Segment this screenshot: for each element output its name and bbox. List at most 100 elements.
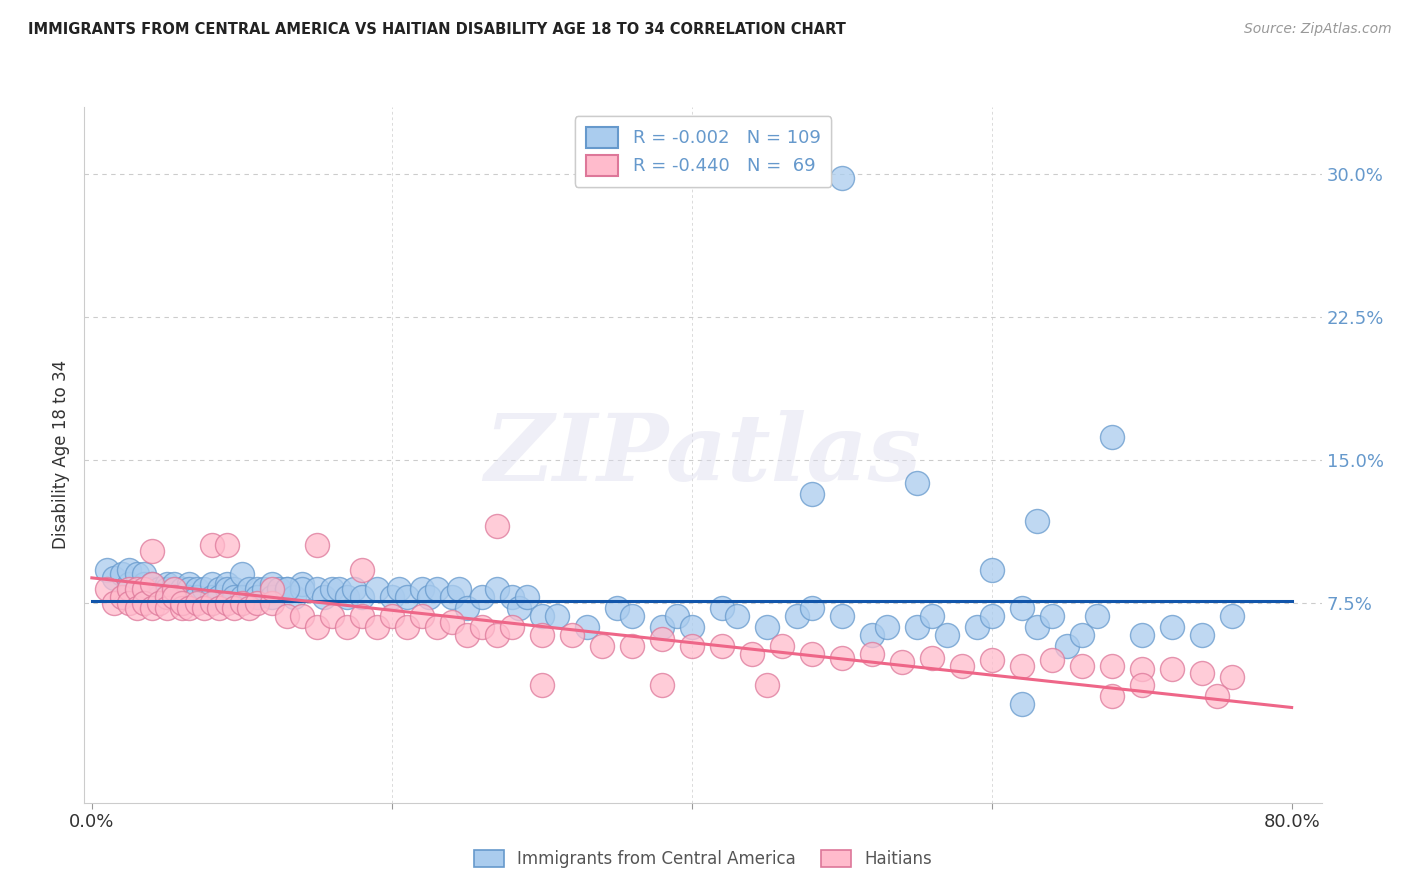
Point — [1025, 620, 1047, 634]
Point — [291, 576, 314, 591]
Point — [710, 640, 733, 654]
Point — [246, 590, 269, 604]
Point — [1011, 697, 1033, 711]
Point — [1070, 628, 1092, 642]
Point — [485, 628, 508, 642]
Point — [1025, 514, 1047, 528]
Point — [186, 582, 208, 597]
Point — [156, 576, 179, 591]
Point — [148, 582, 170, 597]
Point — [980, 563, 1002, 577]
Point — [260, 596, 283, 610]
Point — [343, 582, 366, 597]
Point — [148, 590, 170, 604]
Point — [921, 651, 943, 665]
Text: ZIPatlas: ZIPatlas — [485, 410, 921, 500]
Point — [156, 590, 179, 604]
Point — [253, 582, 276, 597]
Point — [276, 582, 298, 597]
Point — [96, 563, 118, 577]
Point — [350, 590, 373, 604]
Point — [426, 620, 449, 634]
Point — [141, 582, 163, 597]
Point — [651, 620, 673, 634]
Point — [388, 582, 411, 597]
Point — [755, 620, 778, 634]
Point — [170, 590, 193, 604]
Point — [1040, 653, 1063, 667]
Point — [96, 582, 118, 597]
Point — [449, 582, 471, 597]
Point — [208, 590, 231, 604]
Point — [1220, 670, 1243, 684]
Point — [1160, 620, 1182, 634]
Point — [148, 596, 170, 610]
Point — [440, 615, 463, 629]
Point — [1130, 628, 1153, 642]
Point — [905, 475, 928, 490]
Point — [418, 590, 440, 604]
Point — [681, 620, 703, 634]
Point — [725, 609, 748, 624]
Point — [381, 590, 404, 604]
Point — [179, 582, 201, 597]
Point — [1040, 609, 1063, 624]
Point — [980, 653, 1002, 667]
Point — [291, 582, 314, 597]
Point — [1160, 662, 1182, 676]
Point — [125, 582, 148, 597]
Point — [103, 596, 125, 610]
Point — [193, 601, 215, 615]
Point — [215, 582, 238, 597]
Point — [575, 620, 598, 634]
Point — [1011, 601, 1033, 615]
Point — [328, 582, 350, 597]
Point — [950, 658, 973, 673]
Point — [770, 640, 793, 654]
Point — [620, 640, 643, 654]
Point — [283, 590, 305, 604]
Point — [890, 655, 912, 669]
Point — [238, 601, 260, 615]
Point — [860, 647, 883, 661]
Point — [681, 640, 703, 654]
Point — [246, 596, 269, 610]
Point — [260, 590, 283, 604]
Point — [118, 596, 141, 610]
Point — [224, 590, 246, 604]
Point — [980, 609, 1002, 624]
Point — [1101, 430, 1123, 444]
Point — [291, 609, 314, 624]
Point — [215, 576, 238, 591]
Point — [201, 596, 224, 610]
Point — [238, 582, 260, 597]
Point — [170, 601, 193, 615]
Point — [260, 576, 283, 591]
Point — [966, 620, 988, 634]
Point — [201, 539, 224, 553]
Point — [471, 590, 494, 604]
Point — [231, 596, 253, 610]
Point — [231, 590, 253, 604]
Point — [665, 609, 688, 624]
Point — [305, 539, 328, 553]
Point — [208, 582, 231, 597]
Point — [118, 563, 141, 577]
Point — [508, 601, 530, 615]
Point — [440, 590, 463, 604]
Point — [336, 590, 359, 604]
Point — [800, 487, 823, 501]
Point — [125, 582, 148, 597]
Point — [134, 567, 156, 582]
Point — [395, 620, 418, 634]
Point — [141, 544, 163, 558]
Point — [163, 576, 186, 591]
Point — [485, 519, 508, 533]
Point — [118, 582, 141, 597]
Point — [179, 601, 201, 615]
Point — [156, 590, 179, 604]
Point — [305, 620, 328, 634]
Point — [456, 601, 478, 615]
Point — [831, 170, 853, 185]
Point — [366, 582, 388, 597]
